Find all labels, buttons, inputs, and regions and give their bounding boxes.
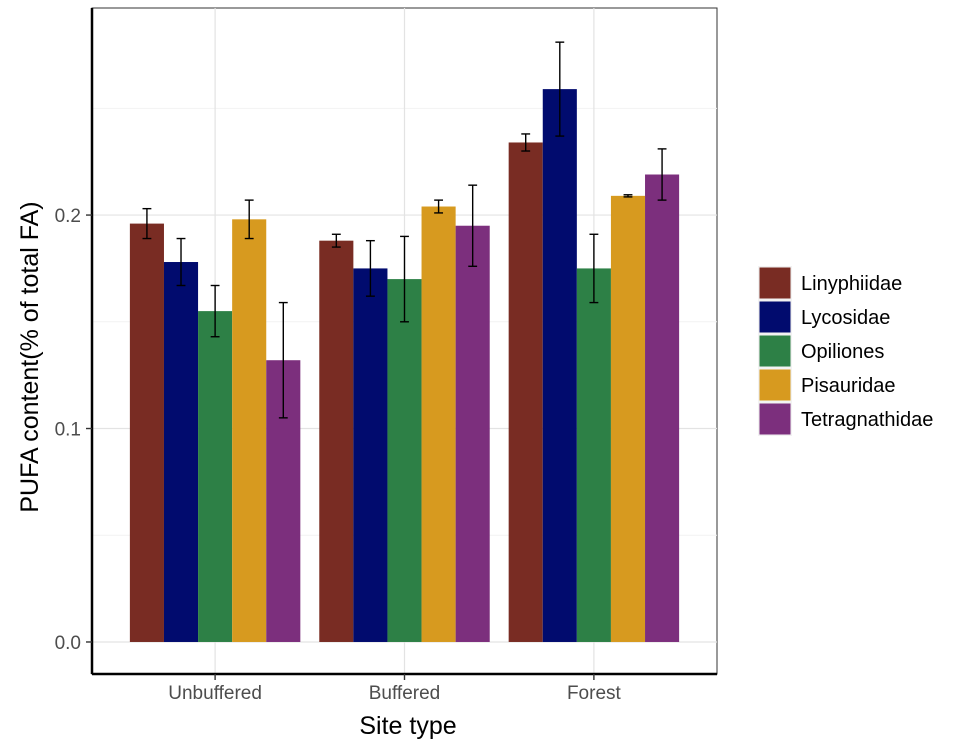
bar-tetragnathidae-forest	[645, 174, 680, 642]
legend-swatch-opiliones	[759, 335, 791, 367]
x-tick-label-buffered: Buffered	[369, 683, 440, 704]
y-tick-labels: 0.0 0.1 0.2	[55, 206, 81, 654]
y-axis-title: PUFA content(% of total FA)	[16, 201, 44, 512]
y-tick-label: 0.0	[55, 633, 81, 654]
legend-label-tetragnathidae: Tetragnathidae	[801, 409, 933, 431]
legend-swatch-pisauridae	[759, 369, 791, 401]
axes	[86, 8, 717, 680]
legend-swatch-linyphiidae	[759, 267, 791, 299]
legend-swatch-lycosidae	[759, 301, 791, 333]
x-tick-label-unbuffered: Unbuffered	[168, 683, 262, 704]
bar-lycosidae-forest	[542, 89, 577, 642]
bar-opiliones-forest	[576, 268, 611, 642]
bar-opiliones-buffered	[387, 279, 422, 642]
bars	[129, 89, 680, 642]
legend-label-pisauridae: Pisauridae	[801, 375, 896, 397]
legend-label-lycosidae: Lycosidae	[801, 307, 890, 329]
legend-swatch-tetragnathidae	[759, 403, 791, 435]
x-tick-label-forest: Forest	[567, 683, 622, 704]
bar-pisauridae-buffered	[421, 206, 456, 642]
y-tick-label: 0.2	[55, 206, 81, 227]
bar-pisauridae-unbuffered	[232, 219, 267, 642]
bar-lycosidae-unbuffered	[163, 262, 199, 642]
legend: Linyphiidae Lycosidae Opiliones Pisauridae T…	[758, 266, 933, 436]
x-axis-title: Site type	[359, 712, 456, 740]
bar-linyphiidae-forest	[508, 142, 543, 642]
bar-pisauridae-forest	[610, 195, 646, 642]
bar-lycosidae-buffered	[353, 268, 388, 642]
error-bars	[142, 41, 667, 419]
bar-tetragnathidae-buffered	[455, 225, 490, 642]
legend-label-linyphiidae: Linyphiidae	[801, 273, 902, 295]
legend-label-opiliones: Opiliones	[801, 341, 884, 363]
x-tick-labels: Unbuffered Buffered Forest	[168, 683, 621, 704]
bar-opiliones-unbuffered	[198, 311, 233, 642]
bar-linyphiidae-buffered	[319, 240, 354, 642]
bar-linyphiidae-unbuffered	[129, 223, 164, 642]
y-tick-label: 0.1	[55, 420, 81, 441]
